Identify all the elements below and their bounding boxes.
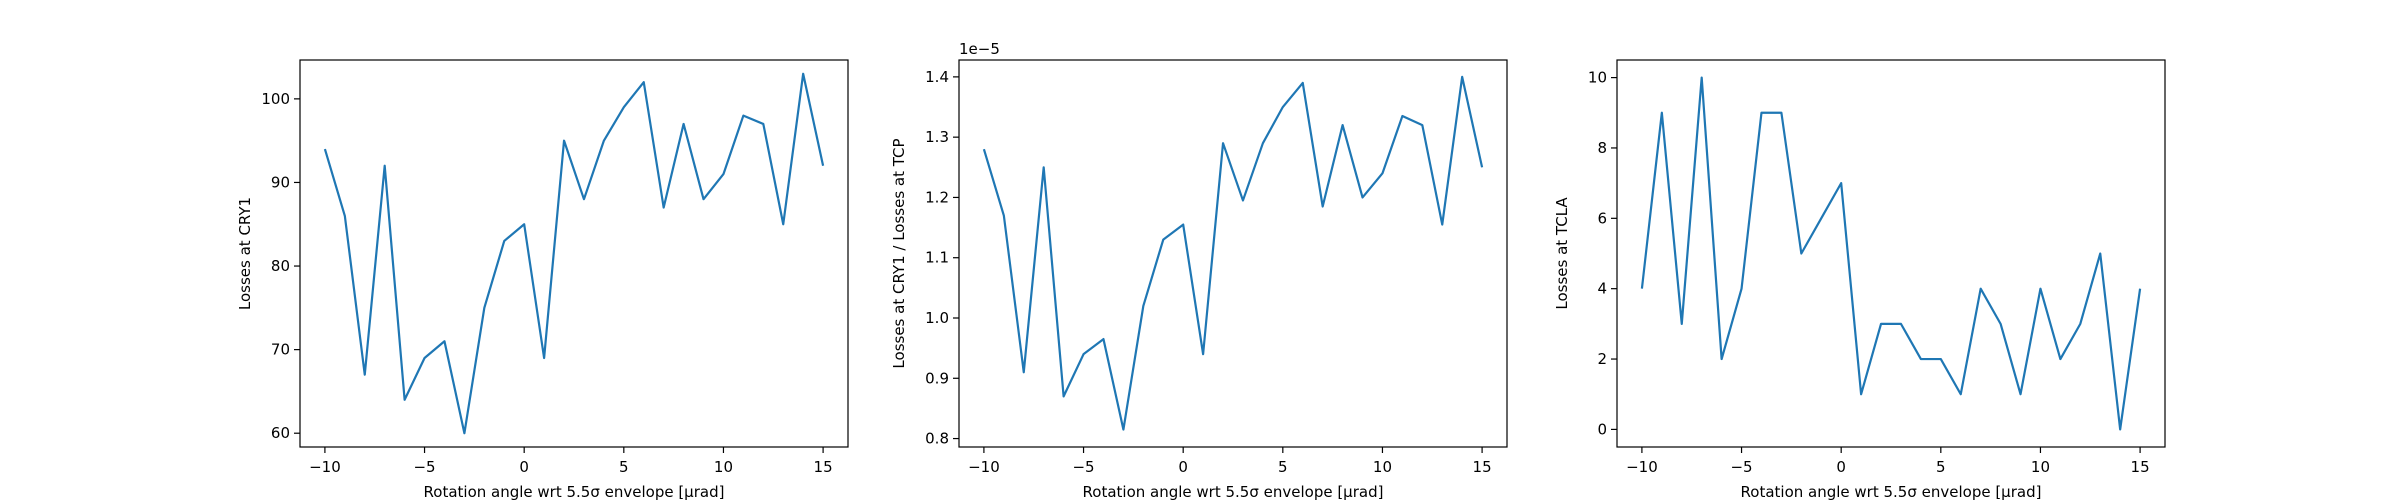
y-tick-label: 80	[271, 257, 290, 275]
x-tick-label: 10	[1373, 458, 1392, 476]
y-tick-label: 0.9	[925, 369, 949, 387]
y-axis-label: Losses at CRY1	[236, 197, 254, 310]
x-axis-label: Rotation angle wrt 5.5σ envelope [μrad]	[424, 483, 725, 500]
x-tick-label: 10	[714, 458, 733, 476]
x-tick-label: 10	[2031, 458, 2050, 476]
y-tick-label: 2	[1597, 350, 1607, 368]
series-line	[982, 75, 1484, 431]
x-tick-label: −5	[413, 458, 435, 476]
y-axis-label: Losses at TCLA	[1553, 197, 1571, 310]
y-tick-label: 4	[1597, 280, 1607, 298]
y-tick-label: 10	[1588, 69, 1607, 87]
y-tick-label: 0.8	[925, 430, 949, 448]
series-line	[323, 72, 825, 435]
x-tick-label: −10	[309, 458, 341, 476]
x-axis-label: Rotation angle wrt 5.5σ envelope [μrad]	[1741, 483, 2042, 500]
y-tick-label: 70	[271, 341, 290, 359]
y-tick-label: 60	[271, 424, 290, 442]
y-tick-label: 1.3	[925, 128, 949, 146]
series-line	[1640, 76, 2142, 431]
plot-frame	[958, 59, 1508, 448]
x-tick-label: 5	[1936, 458, 1946, 476]
x-tick-label: −5	[1730, 458, 1752, 476]
x-tick-label: 0	[1178, 458, 1188, 476]
x-tick-label: 5	[1278, 458, 1288, 476]
x-tick-label: 15	[2131, 458, 2150, 476]
plot-frame	[299, 59, 849, 448]
x-tick-label: 0	[519, 458, 529, 476]
subplot-3: −10 −5 0 5 10 15 0 2 4 6 8 10 Rotation angle wrt 5.5…	[1553, 59, 2166, 500]
y-tick-label: 1.1	[925, 249, 949, 267]
x-tick-label: −5	[1072, 458, 1094, 476]
x-tick-label: 15	[1473, 458, 1492, 476]
y-tick-label: 6	[1597, 209, 1607, 227]
y-tick-label: 1.2	[925, 188, 949, 206]
y-tick-label: 1.0	[925, 309, 949, 327]
y-tick-label: 8	[1597, 139, 1607, 157]
x-tick-label: 15	[814, 458, 833, 476]
x-axis-label: Rotation angle wrt 5.5σ envelope [μrad]	[1083, 483, 1384, 500]
x-tick-label: 5	[619, 458, 629, 476]
y-offset-text: 1e−5	[959, 40, 1000, 58]
y-axis-label: Losses at CRY1 / Losses at TCP	[890, 138, 908, 368]
y-tick-label: 90	[271, 173, 290, 191]
y-tick-label: 1.4	[925, 68, 949, 86]
x-tick-label: −10	[1626, 458, 1658, 476]
x-tick-label: 0	[1836, 458, 1846, 476]
y-tick-label: 100	[261, 90, 290, 108]
x-tick-label: −10	[968, 458, 1000, 476]
plot-frame	[1616, 59, 2166, 448]
subplot-2: −10 −5 0 5 10 15 0.8 0.9 1.0 1.1 1.2 1.3 1.4 Rotation…	[890, 40, 1508, 500]
subplot-1: −10 −5 0 5 10 15 60 70 80 90 100 Rotation angle wrt…	[236, 59, 849, 500]
y-tick-label: 0	[1597, 420, 1607, 438]
